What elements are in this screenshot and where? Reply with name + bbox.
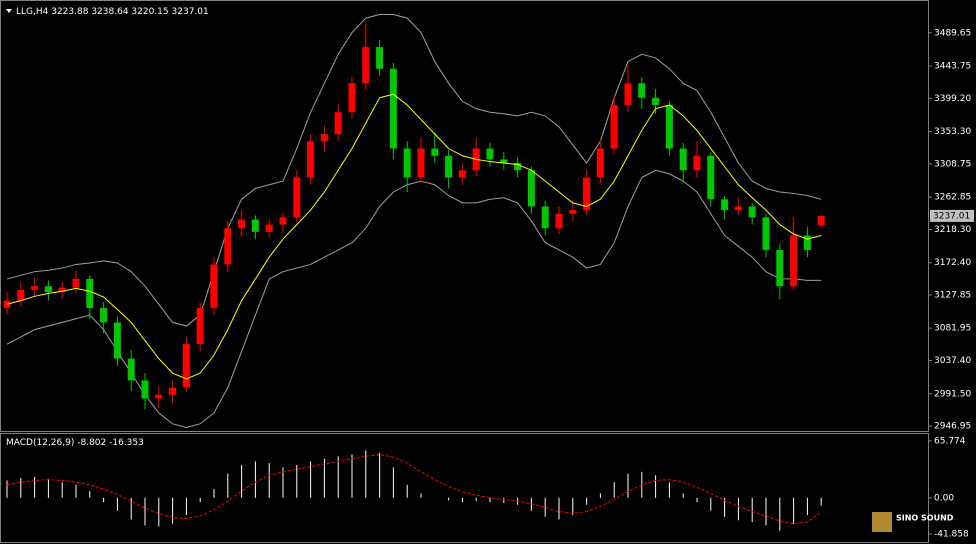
candle-body — [486, 148, 494, 160]
indicator-line — [6, 454, 822, 525]
high: 3238.64 — [91, 7, 128, 17]
candle-body — [210, 264, 218, 308]
candle-body — [389, 68, 397, 149]
candle-body — [734, 206, 742, 211]
candle-body — [652, 97, 660, 106]
indicator-line — [6, 13, 822, 327]
y-tick-label: 3081.95 — [934, 324, 971, 334]
candle-body — [624, 83, 632, 106]
y-tick-label: 3489.65 — [934, 28, 971, 38]
candle-body — [100, 307, 108, 323]
candle-body — [17, 289, 25, 301]
candle-body — [86, 278, 94, 308]
candle-body — [44, 286, 52, 292]
low: 3220.15 — [131, 7, 168, 17]
y-tick-label: 3037.40 — [934, 356, 971, 366]
candle-body — [307, 141, 315, 178]
candle-body — [320, 134, 328, 142]
candle-body — [665, 105, 673, 149]
candle-body — [610, 105, 618, 149]
macd-main: -8.802 — [77, 438, 106, 448]
y-tick-label: 3308.75 — [934, 159, 971, 169]
candle-body — [58, 287, 66, 292]
candle-body — [748, 206, 756, 218]
candle-body — [141, 380, 149, 399]
candle-body — [803, 235, 811, 250]
symbol: LLG,H4 — [16, 7, 49, 17]
candle-body — [376, 47, 384, 69]
candle-body — [583, 177, 591, 211]
candle-body — [693, 155, 701, 171]
y-tick-label: 0.00 — [934, 493, 954, 503]
price-panel-frame — [0, 0, 929, 432]
candle-body — [31, 286, 39, 290]
y-tick-label: 3262.85 — [934, 193, 971, 203]
candle-body — [417, 148, 425, 178]
y-tick-label: 2991.50 — [934, 389, 971, 399]
candle-body — [224, 228, 232, 265]
candle-body — [762, 217, 770, 250]
candle-body — [348, 83, 356, 113]
candle-body — [196, 307, 204, 345]
last-price-tag — [930, 209, 974, 222]
candle-body — [334, 112, 342, 135]
candle-body — [596, 148, 604, 178]
candle-body — [638, 83, 646, 98]
candle-body — [431, 148, 439, 156]
price-header: LLG,H4 3223.88 3238.64 3220.15 3237.01 — [16, 7, 209, 17]
open: 3223.88 — [51, 7, 88, 17]
candle-body — [403, 148, 411, 178]
macd-panel-frame — [0, 433, 929, 543]
y-tick-label: 3172.40 — [934, 258, 971, 268]
candle-body — [458, 170, 466, 178]
macd-header: MACD(12,26,9) -8.802 -16.353 — [6, 438, 144, 448]
y-tick-label: 3353.30 — [934, 127, 971, 137]
candle-body — [362, 47, 370, 84]
last-price-label: 3237.01 — [933, 211, 970, 221]
candle-body — [721, 199, 729, 211]
candle-body — [679, 148, 687, 171]
candle-body — [790, 235, 798, 287]
candle-body — [555, 213, 563, 229]
indicator-line — [6, 93, 822, 380]
candle-body — [707, 155, 715, 200]
candle-body — [279, 217, 287, 225]
macd-name: MACD(12,26,9) — [6, 438, 74, 448]
y-tick-label: -41.858 — [934, 529, 969, 539]
y-tick-label: 2946.95 — [934, 422, 971, 432]
candle-body — [527, 170, 535, 207]
macd-signal: -16.353 — [109, 438, 144, 448]
candle-body — [182, 344, 190, 388]
candle-body — [72, 278, 80, 288]
candle-body — [817, 215, 825, 226]
candle-body — [251, 219, 259, 232]
y-tick-label: 3399.20 — [934, 94, 971, 104]
candle-body — [541, 206, 549, 229]
candle-body — [238, 219, 246, 229]
y-tick-label: 3127.85 — [934, 290, 971, 300]
candle-body — [776, 249, 784, 287]
candle-body — [169, 387, 177, 395]
menu-arrow[interactable] — [6, 9, 12, 13]
candle-body — [293, 177, 301, 218]
close: 3237.01 — [172, 7, 209, 17]
logo-icon — [872, 512, 892, 532]
candle-body — [500, 159, 508, 164]
candle-body — [127, 358, 135, 381]
candle-body — [113, 322, 121, 359]
watermark: SINO SOUND — [896, 514, 954, 523]
indicator-line — [6, 169, 822, 428]
candle-body — [445, 155, 453, 178]
y-tick-label: 3443.75 — [934, 62, 971, 72]
y-tick-label: 65.774 — [934, 436, 966, 446]
candle-body — [265, 224, 273, 232]
candle-body — [514, 163, 522, 171]
y-tick-label: 3218.30 — [934, 225, 971, 235]
candle-body — [155, 394, 163, 399]
candle-body — [569, 210, 577, 214]
